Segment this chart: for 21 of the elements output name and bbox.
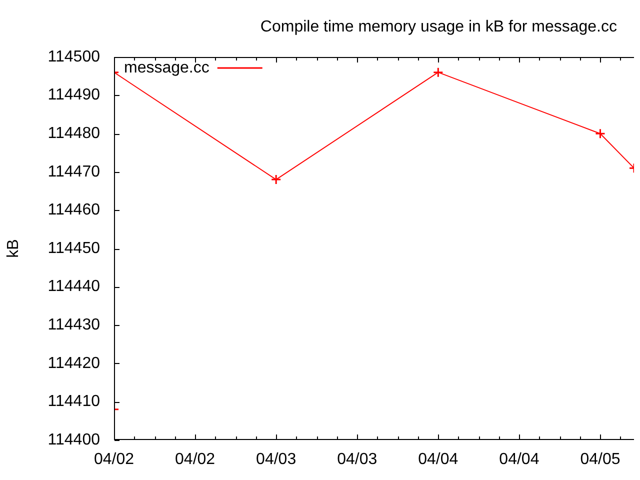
- y-tick-label: 114420: [48, 354, 100, 372]
- series-label: message.cc: [124, 59, 210, 76]
- y-tick-label: 114450: [48, 240, 100, 257]
- x-tick-label: 04/05: [580, 451, 620, 468]
- chart-title: Compile time memory usage in kB for message.cc: [260, 18, 617, 36]
- x-tick-label: 04/03: [256, 451, 296, 468]
- y-tick-label: 114440: [48, 278, 100, 296]
- y-tick-label: 114490: [48, 86, 100, 104]
- y-tick-label: 114400: [48, 431, 100, 448]
- x-tick-label: 04/04: [418, 451, 458, 468]
- x-tick-label: 04/04: [499, 451, 540, 468]
- y-tick-label: 114470: [48, 163, 100, 180]
- y-axis-title: kB: [5, 239, 22, 258]
- y-tick-label: 114460: [48, 202, 100, 219]
- y-tick-label: 114410: [48, 393, 100, 410]
- x-tick-label: 04/02: [94, 451, 134, 468]
- y-tick-label: 114480: [48, 125, 100, 142]
- x-tick-label: 04/02: [175, 451, 216, 468]
- x-tick-label: 04/03: [337, 451, 378, 468]
- y-tick-label: 114500: [48, 48, 100, 66]
- y-tick-label: 114430: [48, 316, 100, 334]
